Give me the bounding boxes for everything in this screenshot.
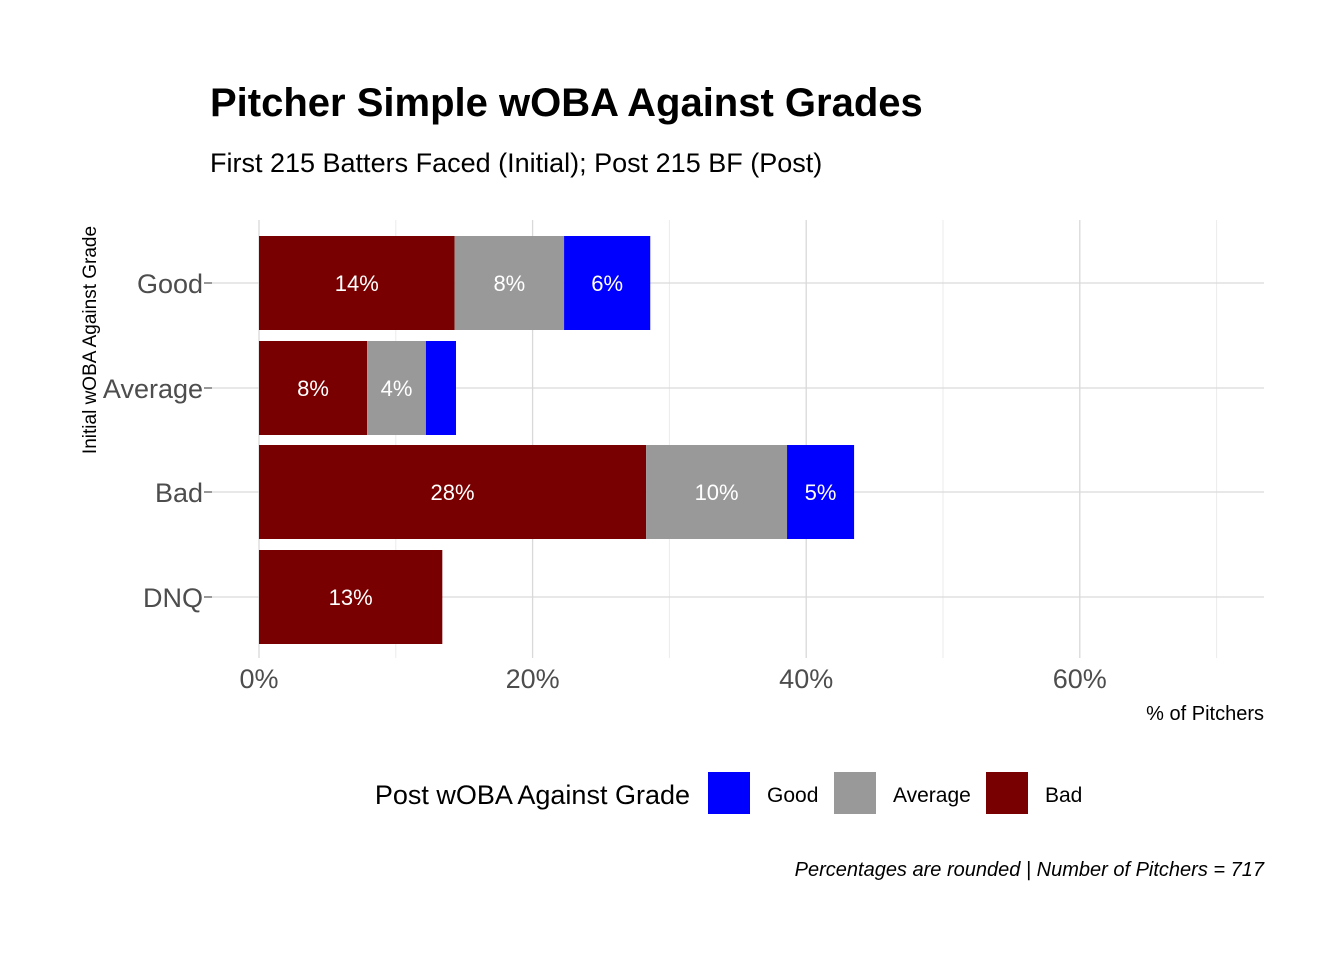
bar-label: 6% [591,271,623,296]
bar-segment-good-good [564,236,651,330]
chart-title: Pitcher Simple wOBA Against Grades [210,81,923,125]
bar-segment-dnq-bad [259,550,443,644]
y-axis: Good Average Bad DNQ [103,269,212,613]
y-axis-title: Initial wOBA Against Grade [80,226,101,454]
y-tick-label: Average [103,374,203,404]
chart-subtitle: First 215 Batters Faced (Initial); Post … [210,148,822,178]
bar-segment-average-good [425,341,456,435]
y-tick-label: DNQ [143,583,203,613]
bar-label: 13% [329,585,373,610]
bar-label: 8% [493,271,525,296]
x-axis: 0% 20% 40% 60% [239,664,1106,694]
bar-segment-average-bad [259,341,368,435]
bar-label: 28% [431,480,475,505]
x-tick-label: 60% [1053,664,1107,694]
legend-label-good: Good [767,784,818,807]
bar-label: 14% [335,271,379,296]
legend-key-good [708,772,750,814]
y-tick-label: Good [137,269,203,299]
bar-label: 5% [805,480,837,505]
x-tick-label: 40% [779,664,833,694]
bar-segment-good-average [454,236,565,330]
bar-segment-bad-good [787,445,855,539]
bars [259,236,855,644]
bar-label: 8% [297,376,329,401]
y-tick-label: Bad [155,478,203,508]
x-axis-title: % of Pitchers [1146,703,1264,725]
bar-segment-good-bad [259,236,455,330]
legend-label-bad: Bad [1045,784,1082,807]
x-tick-label: 0% [239,664,278,694]
chart-caption: Percentages are rounded | Number of Pitc… [795,859,1265,881]
legend-title: Post wOBA Against Grade [375,780,690,810]
bar-label: 4% [381,376,413,401]
legend: Post wOBA Against Grade Good Average Bad [375,772,1082,814]
bar-segment-average-average [367,341,426,435]
bar-segment-bad-average [646,445,788,539]
bar-label: 10% [695,480,739,505]
bar-segment-bad-bad [259,445,647,539]
x-tick-label: 20% [506,664,560,694]
bar-labels: 14% 8% 6% 8% 4% 28% 10% 5% 13% [297,271,836,610]
legend-key-bad [986,772,1028,814]
legend-label-average: Average [893,784,971,807]
legend-key-average [834,772,876,814]
